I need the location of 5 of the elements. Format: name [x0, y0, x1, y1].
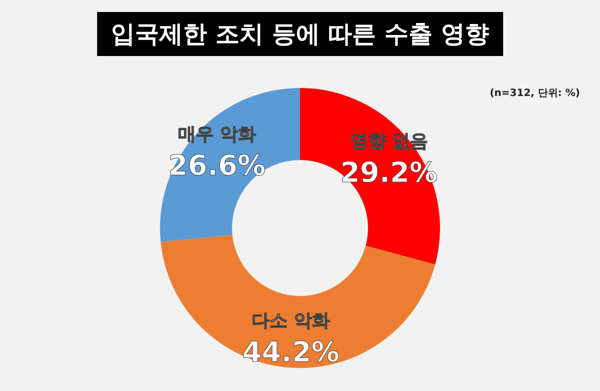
slice-label: 다소 악화	[252, 310, 330, 332]
text: (n=312, 단위: %)	[490, 87, 580, 100]
chart-title: 입국제한 조치 등에 따른 수출 영향	[97, 12, 503, 56]
donut-slice	[160, 234, 436, 368]
data-label: 44.2%	[242, 336, 340, 369]
